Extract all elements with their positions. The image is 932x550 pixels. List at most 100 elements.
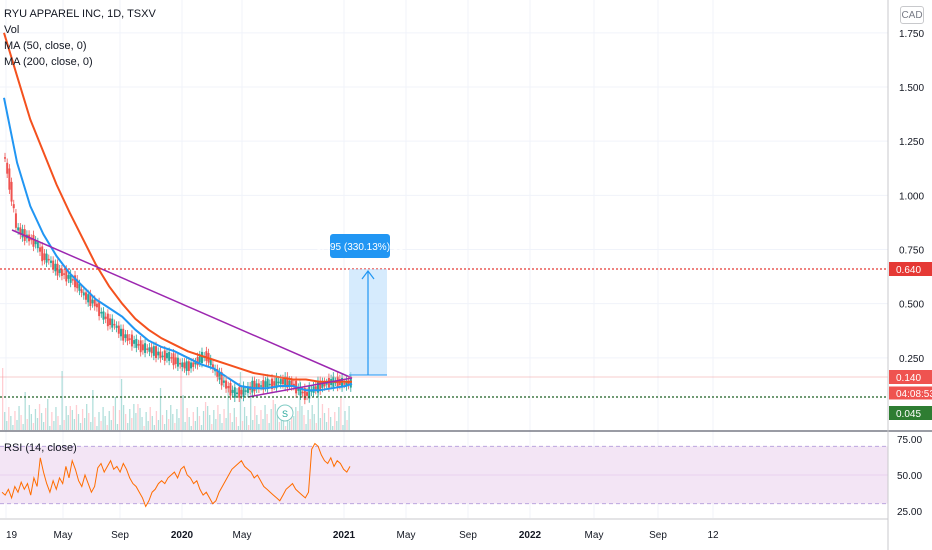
volume-bar	[196, 407, 199, 430]
volume-bar	[38, 404, 41, 430]
candle-body	[49, 260, 52, 263]
volume-bar	[330, 417, 332, 430]
rsi-legend[interactable]: RSI (14, close)	[4, 442, 77, 454]
volume-bar	[248, 425, 250, 430]
volume-bar	[315, 423, 317, 430]
candle-body	[106, 313, 109, 327]
time-tick-label: 2020	[171, 530, 194, 541]
volume-bar	[276, 413, 278, 430]
countdown-tag-box	[889, 386, 932, 400]
volume-bar	[151, 416, 153, 430]
candle-body	[216, 368, 219, 378]
candle-body	[321, 381, 324, 388]
volume-bar	[182, 395, 184, 430]
candle-body	[345, 380, 348, 387]
volume-bar	[231, 422, 233, 430]
volume-bar	[217, 405, 219, 430]
candle-body	[76, 279, 79, 289]
volume-bar	[92, 390, 94, 430]
candle-body	[155, 346, 158, 358]
candle-body	[41, 246, 44, 262]
volume-bar	[49, 426, 51, 430]
candle-body	[65, 269, 68, 282]
candle-body	[323, 381, 326, 387]
time-tick-label: May	[585, 530, 604, 541]
volume-bar	[174, 423, 176, 430]
candle-body	[251, 380, 254, 393]
candle-body	[148, 347, 151, 352]
volume-bar	[127, 423, 129, 430]
volume-bar	[120, 379, 123, 430]
volume-bar	[260, 410, 262, 430]
candle-body	[113, 323, 116, 326]
candle-body	[225, 380, 228, 389]
candle-body	[12, 204, 15, 209]
volume-bar	[149, 407, 151, 430]
volume-bar	[45, 408, 47, 430]
volume-bar	[112, 406, 114, 430]
candle-body	[84, 292, 87, 300]
candle-body	[21, 229, 24, 238]
candle-body	[128, 338, 131, 340]
volume-bar	[307, 410, 309, 430]
volume-bar	[348, 406, 350, 430]
volume-bar	[344, 411, 346, 430]
volume-bar	[270, 409, 272, 430]
volume-bar	[6, 421, 8, 430]
volume-bar	[215, 419, 217, 430]
candle-body	[196, 356, 199, 366]
volume-bar	[325, 422, 328, 430]
volume-bar	[254, 406, 256, 430]
volume-bar	[278, 422, 281, 430]
candle-body	[260, 385, 263, 387]
volume-bar	[63, 420, 65, 430]
volume-bar	[188, 417, 190, 430]
candle-body	[190, 362, 193, 369]
volume-bar	[211, 424, 213, 430]
candle-body	[264, 381, 267, 388]
candle-body	[341, 377, 344, 388]
candle-body	[19, 227, 22, 235]
candle-body	[157, 351, 160, 356]
legend-ma50[interactable]: MA (50, close, 0)	[4, 40, 87, 52]
candle-body	[168, 351, 171, 361]
volume-bar	[163, 424, 166, 430]
candle-body	[271, 378, 274, 390]
candle-body	[71, 279, 74, 281]
support-price-tag: 0.045	[896, 409, 921, 420]
volume-bar	[268, 423, 270, 430]
target-price-tag: 0.640	[896, 265, 921, 276]
candle-body	[236, 392, 238, 394]
candle-body	[139, 340, 142, 353]
candle-body	[205, 351, 208, 361]
candle-body	[52, 260, 55, 269]
candle-body	[314, 386, 317, 391]
volume-bar	[266, 414, 268, 430]
volume-bar	[172, 414, 174, 430]
upper-trendline	[11, 229, 353, 379]
candle-body	[34, 240, 37, 245]
candle-body	[45, 253, 48, 263]
currency-button[interactable]: CAD	[900, 6, 924, 24]
volume-bar	[297, 411, 299, 430]
candle-body	[319, 380, 322, 391]
candle-body	[36, 242, 39, 249]
volume-bar	[219, 414, 221, 430]
price-tick-label: 0.750	[899, 246, 924, 257]
legend-ma200[interactable]: MA (200, close, 0)	[4, 56, 93, 68]
moving-averages	[3, 32, 353, 392]
volume-bar	[40, 413, 43, 430]
volume-bar	[143, 426, 145, 430]
candle-body	[126, 334, 129, 341]
volume-bar	[71, 410, 73, 430]
candle-body	[98, 302, 101, 317]
symbol-title[interactable]: RYU APPAREL INC, 1D, TSXV	[4, 8, 156, 20]
legend-volume[interactable]: Vol	[4, 24, 20, 36]
rsi-pane	[0, 442, 888, 508]
volume-bar	[295, 407, 297, 430]
volume-bar	[161, 415, 164, 430]
candle-body	[170, 357, 173, 359]
dividend-marker	[276, 404, 294, 422]
volume-bar	[88, 413, 90, 430]
volume-bar	[305, 424, 307, 430]
